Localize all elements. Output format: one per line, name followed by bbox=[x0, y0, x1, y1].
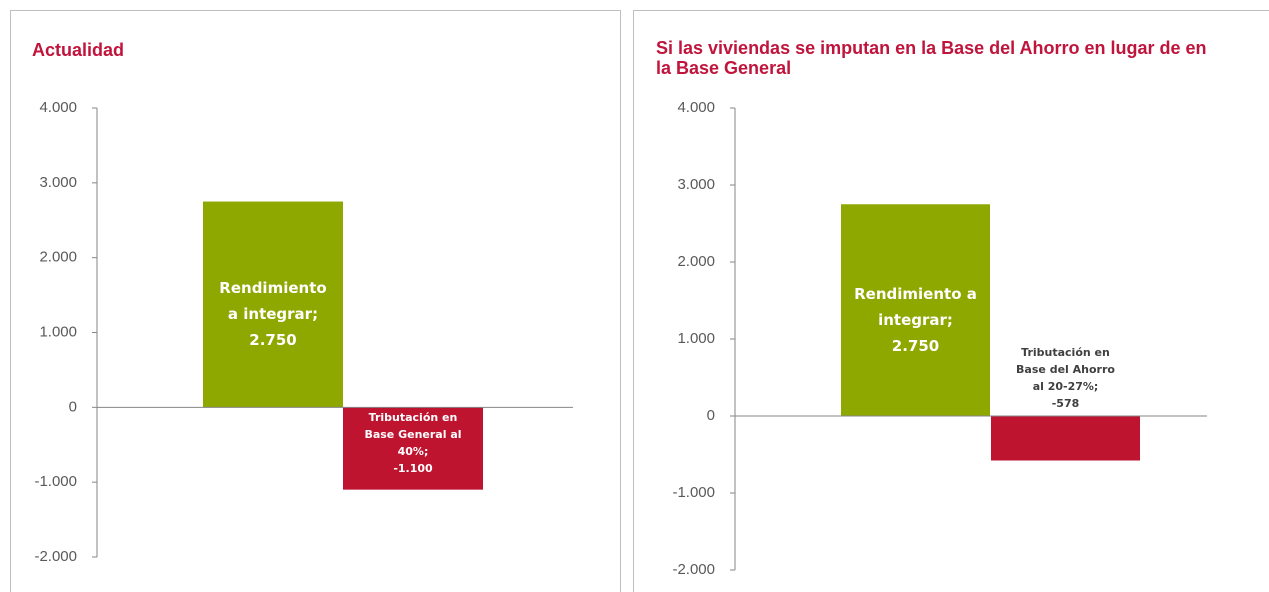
data-label: Tributación en Base General al 40%; -1.10… bbox=[358, 409, 468, 477]
y-tick-label: -1.000 bbox=[672, 484, 715, 501]
y-tick-label: 1.000 bbox=[39, 323, 77, 340]
data-label-category: Tributación en Base General al 40%; bbox=[364, 411, 462, 459]
data-label-category: Rendimiento a integrar; bbox=[219, 279, 327, 324]
data-label-value: 2.750 bbox=[249, 331, 297, 350]
data-label-value: -578 bbox=[1051, 397, 1080, 410]
y-tick-label: -2.000 bbox=[34, 548, 77, 565]
data-label-value: 2.750 bbox=[891, 337, 940, 356]
panel-frame bbox=[633, 10, 1269, 592]
chart-title: Si las viviendas se imputan en la Base d… bbox=[656, 38, 1207, 78]
y-tick-label: 3.000 bbox=[677, 176, 715, 193]
chart-title: Actualidad bbox=[32, 40, 125, 60]
y-tick-label: 0 bbox=[707, 407, 715, 424]
data-label-category: Rendimiento a integrar; bbox=[854, 285, 977, 330]
data-label: Rendimiento a integrar; 2.750 bbox=[851, 281, 980, 359]
panel-frame bbox=[10, 10, 621, 592]
y-tick-label: 2.000 bbox=[677, 253, 715, 270]
y-tick-label: 2.000 bbox=[39, 249, 77, 266]
y-tick-label: 0 bbox=[69, 398, 77, 415]
bar bbox=[343, 407, 483, 490]
data-label: Tributación en Base del Ahorro al 20-27%… bbox=[1011, 344, 1120, 412]
data-label-category: Tributación en Base del Ahorro al 20-27%… bbox=[1016, 346, 1115, 393]
y-tick-label: 4.000 bbox=[39, 99, 77, 116]
y-tick-label: 1.000 bbox=[677, 330, 715, 347]
y-tick-label: -1.000 bbox=[34, 473, 77, 490]
data-label: Rendimiento a integrar; 2.750 bbox=[213, 275, 333, 353]
bar bbox=[203, 201, 343, 408]
y-tick-label: 4.000 bbox=[677, 99, 715, 116]
y-tick-label: 3.000 bbox=[39, 174, 77, 191]
bar bbox=[991, 416, 1140, 461]
y-tick-label: -2.000 bbox=[672, 561, 715, 578]
bar bbox=[841, 204, 990, 416]
data-label-value: -1.100 bbox=[393, 462, 433, 476]
